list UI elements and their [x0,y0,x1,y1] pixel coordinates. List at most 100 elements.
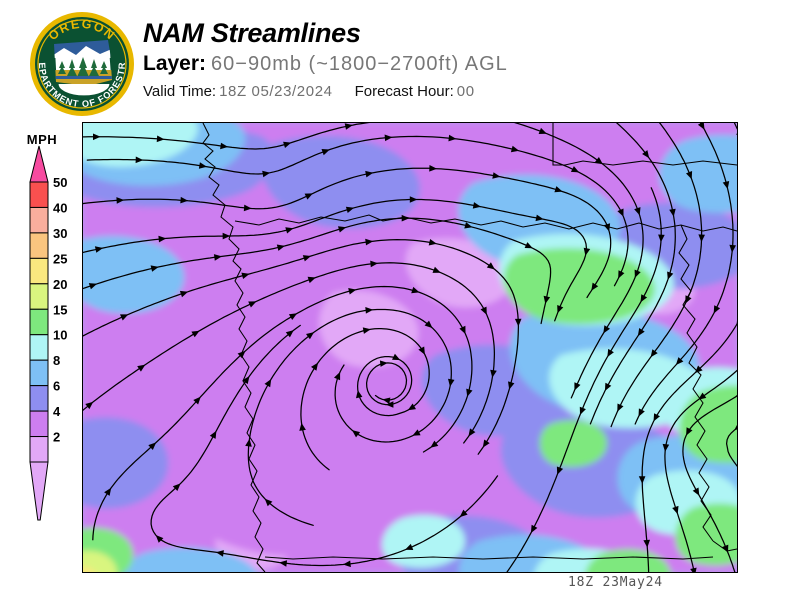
wind-speed-contours [83,123,737,572]
page-title: NAM Streamlines [143,18,361,48]
streamline-arrow [285,227,294,234]
streamline [300,327,430,471]
map-timestamp-stamp: 18Z 23May24 [568,575,663,590]
streamline-arrow [472,202,481,209]
streamline-arrow [736,133,737,135]
streamline-arrow [285,330,294,338]
streamline-arrow [686,427,693,436]
forecast-hour-value: 00 [456,83,475,100]
streamline-arrow [193,396,201,405]
streamline-arrow [492,172,501,179]
streamline-arrow [116,197,125,204]
streamline-arrow [713,305,721,314]
streamline-arrow [617,208,624,217]
streamline [83,217,552,325]
streamline-arrow [574,382,581,391]
streamline-arrow [697,123,705,130]
streamline-arrow [365,238,374,246]
colorbar-band [29,232,49,259]
streamline-arrow [243,204,252,212]
streamline-arrow [216,550,224,557]
streamline-arrow [384,134,393,142]
streamline-arrow [428,239,437,246]
washington-interior-border [552,123,737,166]
colorbar-tick-label: 30 [53,226,67,241]
streamline-arrow [362,327,371,334]
forecast-hour-label: Forecast Hour: [354,83,454,100]
streamline-arrow [401,214,410,222]
streamline-arrow [554,186,563,193]
streamline-arrow [392,353,401,361]
colorbar-tick-labels: 50 40 30 25 20 15 10 8 6 4 2 [53,175,67,445]
streamline-arrow [524,242,533,249]
streamline [83,198,588,322]
streamline-arrow [345,206,355,213]
streamline-arrow [658,123,661,124]
streamline-arrow [672,505,679,515]
streamline-arrow [570,166,580,173]
colorbar-svg: 50 40 30 25 20 15 10 8 6 4 2 [29,145,67,521]
streamline-arrow [191,330,200,338]
streamline-arrow [508,381,515,390]
wind-speed-streamline-map[interactable] [83,123,737,572]
streamline-arrow [735,394,737,397]
colorbar-band [29,334,49,361]
streamline-arrow [343,560,351,568]
streamline-arrow [299,422,306,431]
colorbar-tick-label: 15 [53,302,67,317]
streamline [725,427,737,467]
streamline-arrow [356,390,363,399]
streamline-arrow [637,328,645,337]
streamline-arrow [198,162,207,169]
streamline-arrow [158,235,167,243]
layer-value: 60−90mb (~1800−2700ft) AGL [211,53,508,75]
streamline-arrow [241,272,250,279]
streamline-arrow [603,223,611,232]
valid-time-value: 18Z 05/23/2024 [219,83,333,100]
streamline-arrow [407,403,416,411]
streamline-arrow [304,193,313,200]
streamline-arrow [543,295,551,304]
colorbar-tick-label: 20 [53,277,67,292]
colorbar-over-range-arrow [29,145,49,183]
streamline-arrow [459,509,468,518]
streamline-arrow [379,360,388,367]
colorbar-bands [29,145,49,521]
streamline-arrow [418,346,425,355]
layer-line: Layer: 60−90mb (~1800−2700ft) AGL [143,51,783,78]
streamline-arrow [729,244,736,253]
streamline-arrow [385,401,394,408]
streamline-arrow [409,196,418,203]
colorbar-tick-label: 40 [53,200,67,215]
streamline-arrow [288,313,298,320]
layer-label: Layer: [143,52,207,75]
streamline-arrow [734,424,737,431]
oregon-idaho-border [678,224,714,542]
streamline-arrow [722,181,730,190]
streamline-arrow [594,157,603,165]
streamline-arrow [334,371,341,381]
streamline-arrow [429,165,437,172]
streamline-arrow [307,276,316,284]
streamline [83,238,520,455]
streamline-arrow [213,254,222,261]
map-panel[interactable] [82,122,738,573]
streamline-arrow [412,429,421,436]
colorbar-band [29,308,49,336]
streamline-arrow [405,543,414,550]
streamline-arrow [245,438,252,447]
streamline-arrow [311,362,319,371]
streamline-arrow [365,170,374,178]
colorbar-band [29,206,49,234]
colorbar-tick-label: 50 [53,175,67,190]
colorbar-band [29,385,49,412]
streamline-arrow [634,269,641,278]
streamline-arrow [306,332,315,340]
oregon-washington-border [234,214,737,232]
streamline-arrow [557,305,564,314]
streamline-arrow [321,149,330,156]
streamline-arrow [222,232,231,240]
streamline-arrow [642,150,650,159]
colorbar-tick-label: 25 [53,251,67,266]
seal-emblem [53,39,113,97]
